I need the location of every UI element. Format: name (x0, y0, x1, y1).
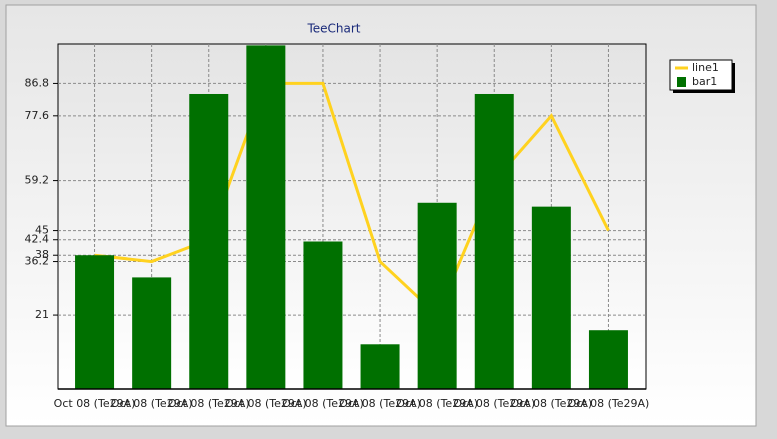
bar (360, 344, 400, 389)
x-tick-label: Oct 08 (Te29A) (282, 397, 364, 410)
y-tick-label: 21 (35, 308, 49, 321)
bar (132, 277, 172, 389)
bar (246, 45, 286, 389)
bar (474, 93, 514, 389)
y-tick-label: 38 (35, 248, 49, 261)
legend-label: line1 (692, 61, 719, 74)
x-tick-label: Oct 08 (Te29A) (510, 397, 592, 410)
x-tick-label: Oct 08 (Te29A) (453, 397, 535, 410)
x-tick-label: Oct 08 (Te29A) (111, 397, 193, 410)
bar (75, 255, 115, 389)
y-tick-label: 45 (35, 224, 49, 237)
x-tick-label: Oct 08 (Te29A) (54, 397, 136, 410)
x-tick-label: Oct 08 (Te29A) (568, 397, 650, 410)
legend-label: bar1 (692, 75, 717, 88)
bar (417, 202, 457, 389)
y-tick-label: 59.2 (25, 174, 50, 187)
legend-swatch (677, 77, 686, 87)
x-tick-label: Oct 08 (Te29A) (396, 397, 478, 410)
y-tick-label: 36.2 (25, 255, 50, 268)
bar (189, 93, 229, 389)
x-tick-label: Oct 08 (Te29A) (339, 397, 421, 410)
line (94, 81, 610, 318)
y-tick-label: 86.8 (25, 76, 50, 89)
chart-title: TeeChart (306, 22, 360, 36)
y-tick-label: 77.6 (25, 109, 50, 122)
y-tick-label: 42.4 (25, 233, 50, 246)
bar (303, 241, 343, 389)
bar (588, 330, 628, 389)
bar (531, 206, 571, 389)
x-tick-label: Oct 08 (Te29A) (225, 397, 307, 410)
x-tick-label: Oct 08 (Te29A) (168, 397, 250, 410)
